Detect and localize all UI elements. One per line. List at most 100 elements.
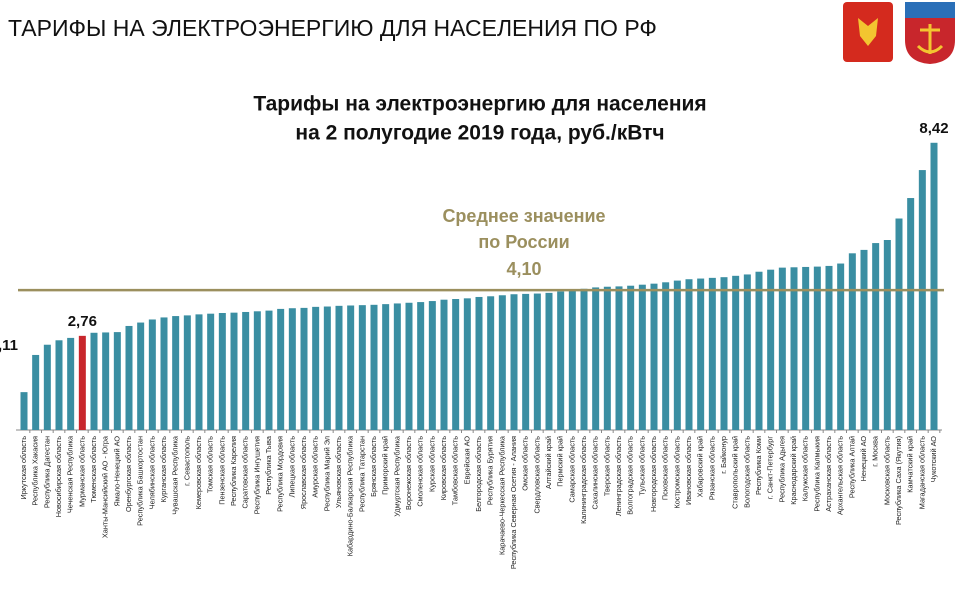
bar: [592, 287, 600, 430]
x-tick-label: г. Санкт-Петербург: [766, 436, 775, 499]
x-tick-label: Удмуртская Республика: [392, 435, 401, 517]
x-tick-label: Калининградская область: [579, 436, 588, 524]
x-tick-label: Псковская область: [661, 436, 670, 500]
bar: [160, 317, 168, 430]
mean-label: Среднее значение: [442, 206, 605, 226]
bar: [230, 312, 238, 430]
bar: [603, 286, 611, 430]
x-tick-label: г. Севастополь: [182, 436, 191, 486]
bar: [172, 316, 180, 430]
bar: [615, 286, 623, 430]
bar: [685, 279, 693, 430]
bar: [358, 305, 366, 430]
emblems: [843, 2, 955, 64]
x-tick-label: Республика Алтай: [847, 436, 856, 498]
x-tick-label: Республика Тыва: [264, 435, 273, 495]
x-tick-label: Республика Калмыкия: [812, 436, 821, 512]
bar: [627, 285, 635, 430]
bar: [417, 302, 425, 430]
x-tick-label: Приморский край: [381, 436, 390, 495]
x-tick-label: Калужская область: [801, 436, 810, 501]
x-tick-label: Республика Ингушетия: [252, 436, 261, 514]
bar: [113, 332, 121, 430]
x-tick-label: Республика Северная Осетия - Алания: [509, 436, 518, 569]
bar: [288, 308, 296, 430]
x-tick-label: Амурская область: [311, 436, 320, 498]
bar: [207, 313, 215, 430]
bar: [895, 218, 903, 430]
x-tick-label: Чукотский АО: [929, 436, 938, 483]
x-tick-label: Свердловская область: [532, 436, 541, 514]
x-tick-label: Тверская область: [602, 436, 611, 496]
x-tick-label: Воронежская область: [404, 436, 413, 510]
x-tick-label: Кабардино-Балкарская Республика: [346, 435, 355, 556]
x-tick-label: Вологодская область: [742, 436, 751, 508]
x-tick-label: Пензенская область: [217, 436, 226, 505]
bar: [370, 304, 378, 430]
x-tick-label: Новосибирская область: [54, 436, 63, 517]
bar: [312, 306, 320, 430]
x-tick-label: Ульяновская область: [334, 436, 343, 508]
bar: [487, 296, 495, 430]
chart-title: Тарифы на электроэнергию для населения: [253, 93, 706, 116]
bar: [277, 308, 285, 430]
x-tick-label: Магаданская область: [917, 436, 926, 509]
bar: [743, 274, 751, 430]
bar: [837, 263, 845, 430]
x-tick-label: Костромская область: [672, 436, 681, 509]
bar: [533, 293, 541, 430]
x-tick-label: Оренбургская область: [124, 436, 133, 512]
x-tick-label: Иркутская область: [19, 436, 28, 500]
bar: [475, 296, 483, 430]
x-tick-label: Курганская область: [159, 436, 168, 503]
bar: [137, 322, 145, 430]
bar: [767, 269, 775, 430]
x-tick-label: Ленинградская область: [614, 436, 623, 516]
x-tick-label: Республика Коми: [754, 436, 763, 495]
bar: [755, 271, 763, 430]
chart-title: на 2 полугодие 2019 года, руб./кВтч: [295, 122, 664, 145]
bar: [790, 267, 798, 430]
x-tick-label: г. Москва: [871, 435, 880, 467]
bar: [662, 282, 670, 430]
x-tick-label: Тюменская область: [89, 436, 98, 503]
bar: [55, 340, 63, 430]
bar: [708, 277, 716, 430]
bar: [428, 301, 436, 430]
x-tick-label: Тамбовская область: [451, 436, 460, 505]
bar: [650, 283, 658, 430]
bar: [90, 332, 98, 430]
x-tick-label: Хабаровский край: [696, 436, 705, 497]
x-tick-label: Смоленская область: [416, 436, 425, 507]
bar: [347, 305, 355, 430]
bar: [125, 325, 133, 430]
bar: [930, 142, 938, 431]
x-tick-label: Ивановская область: [684, 436, 693, 505]
x-tick-label: Саратовская область: [241, 436, 250, 509]
x-tick-label: Ханты-Мансийский АО - Югра: [101, 435, 110, 538]
bar: [32, 354, 40, 430]
bar: [568, 290, 576, 430]
bar: [323, 306, 331, 430]
x-tick-label: Липецкая область: [287, 436, 296, 498]
bar: [300, 307, 308, 430]
value-label: 8,42: [919, 120, 948, 137]
x-tick-label: Республика Адыгея: [777, 436, 786, 502]
bar: [440, 299, 448, 430]
bar: [183, 315, 191, 430]
x-tick-label: Республика Бурятия: [486, 436, 495, 505]
x-tick-label: Карачаево-Черкесская Республика: [497, 435, 506, 555]
x-tick-label: Белгородская область: [474, 436, 483, 512]
x-tick-label: Омская область: [521, 436, 530, 491]
x-tick-label: Челябинская область: [147, 436, 156, 509]
bar: [102, 332, 110, 430]
bar: [557, 291, 565, 430]
bar: [335, 305, 343, 430]
x-tick-label: Республика Саха (Якутия): [894, 436, 903, 525]
bar: [242, 311, 250, 430]
bar: [545, 292, 553, 430]
bar: [825, 265, 833, 430]
x-tick-label: г. Байконур: [719, 436, 728, 474]
value-label: 1,11: [0, 337, 18, 354]
